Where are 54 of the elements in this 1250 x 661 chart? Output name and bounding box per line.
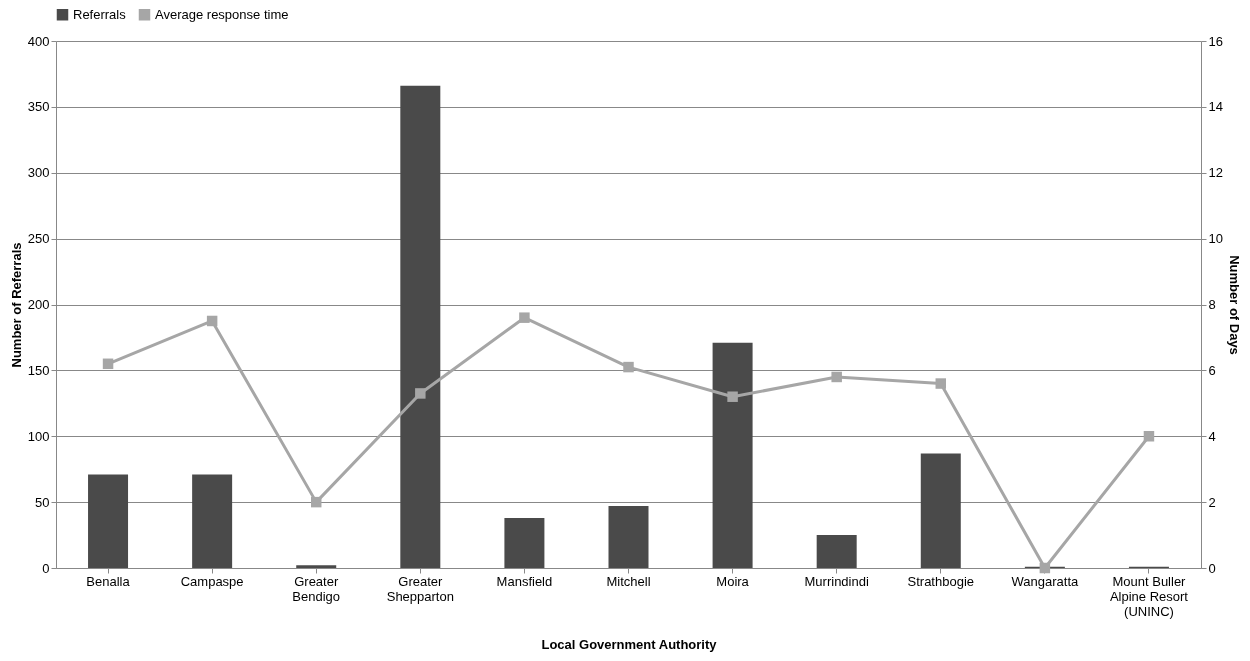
- legend-label: Referrals: [73, 6, 127, 22]
- point: [310, 496, 322, 508]
- x-tick-label: Campaspe: [180, 573, 244, 589]
- y-tick-label: 250: [27, 231, 50, 247]
- x-axis-title: Local Government Authority: [541, 636, 718, 652]
- y-tick-label: 200: [27, 297, 50, 312]
- y2-tick-label: 10: [1208, 231, 1223, 247]
- x-tick-label: Greater Bendigo: [292, 573, 341, 604]
- bar: [192, 474, 233, 568]
- point: [935, 378, 947, 389]
- x-tick-label: Benalla: [86, 573, 131, 589]
- bar: [400, 85, 441, 568]
- bar: [712, 342, 753, 568]
- y2-axis-title: Number of Days: [1226, 255, 1242, 355]
- point: [102, 358, 114, 370]
- x-tick-label: Moira: [716, 573, 750, 589]
- point: [206, 315, 218, 327]
- point: [727, 391, 738, 402]
- x-tick-label: Wangaratta: [1011, 573, 1079, 589]
- bar: [88, 474, 129, 568]
- x-tick-label: Murrindindi: [804, 573, 869, 589]
- y-tick-label: 150: [27, 362, 50, 378]
- bar: [816, 535, 857, 568]
- x-tick-label: Mitchell: [606, 573, 651, 589]
- y-tick-label: 400: [27, 33, 50, 49]
- y-tick-label: 100: [27, 428, 50, 444]
- point: [415, 388, 426, 399]
- bar: [920, 453, 961, 568]
- bar: [504, 517, 545, 568]
- y-axis-title: Number of Referrals: [8, 242, 24, 368]
- x-tick-label: Strathbogie: [907, 573, 975, 589]
- point: [623, 361, 634, 373]
- y2-tick-label: 8: [1208, 297, 1216, 312]
- y-tick-label: 300: [27, 165, 50, 181]
- y2-tick-label: 6: [1208, 362, 1216, 378]
- y2-tick-label: 16: [1208, 33, 1223, 49]
- x-tick-label: Mansfield: [496, 573, 553, 589]
- y2-tick-label: 2: [1208, 494, 1216, 510]
- y-tick-label: 50: [35, 494, 50, 510]
- x-tick-label: Mount Buller Alpine Resort (UNINC): [1109, 573, 1189, 619]
- y2-tick-label: 12: [1208, 165, 1223, 181]
- point: [1039, 562, 1051, 574]
- y-tick-label: 0: [42, 560, 50, 576]
- y-tick-label: 350: [27, 99, 50, 115]
- point: [519, 312, 530, 323]
- y2-tick-label: 4: [1208, 428, 1216, 444]
- x-tick-label: Greater Shepparton: [386, 573, 454, 604]
- point: [831, 371, 842, 383]
- bar: [296, 565, 337, 568]
- bar: [608, 506, 649, 568]
- point: [1143, 431, 1155, 442]
- y2-tick-label: 0: [1208, 560, 1216, 576]
- legend-label: Average response time: [155, 6, 289, 22]
- y2-tick-label: 14: [1208, 99, 1223, 115]
